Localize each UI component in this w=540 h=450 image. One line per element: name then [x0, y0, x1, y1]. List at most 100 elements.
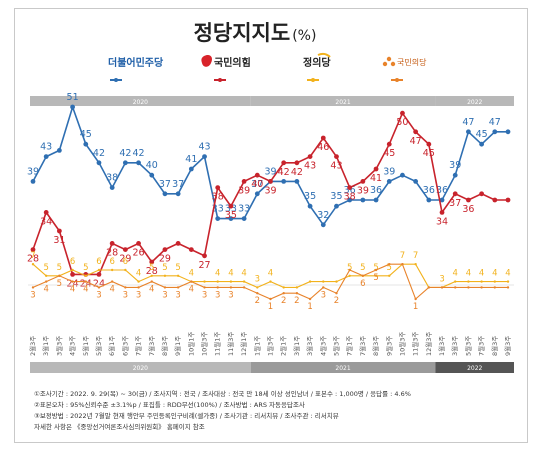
series-3-point-5 [97, 286, 101, 289]
series-3-data-label-7: 3 [123, 290, 128, 300]
series-1-point-14 [215, 185, 221, 191]
series-1-point-30 [426, 141, 432, 147]
x-tick-label-30: 12월3주 [424, 332, 433, 356]
series-1-point-17 [254, 172, 260, 178]
series-3-data-label-18: 1 [268, 302, 273, 312]
x-tick-label-6: 6월1주 [107, 336, 116, 356]
series-2-data-label-32: 4 [453, 269, 458, 279]
series-3-data-label-22: 3 [321, 290, 326, 300]
series-2-data-label-12: 4 [189, 269, 194, 279]
series-3-point-8 [137, 286, 140, 289]
series-3-point-2 [58, 274, 61, 277]
x-tick-label-12: 10월1주 [186, 332, 195, 356]
series-3-point-13 [203, 286, 206, 289]
series-0-data-label-1: 43 [40, 142, 52, 153]
series-2-data-label-35: 4 [492, 269, 497, 279]
series-3-data-label-6: 4 [109, 285, 114, 295]
series-0-point-19 [281, 179, 287, 184]
series-1-data-label-20: 42 [291, 167, 303, 178]
year-bottom-label-2021: 2021 [335, 365, 350, 372]
series-0-data-label-17: 37 [251, 179, 263, 190]
series-1-point-15 [228, 203, 234, 209]
series-0-point-9 [149, 172, 155, 178]
series-0-point-33 [466, 129, 471, 135]
series-2-point-6 [110, 268, 114, 272]
series-0-point-3 [70, 104, 75, 110]
series-0-data-label-15: 33 [225, 204, 237, 215]
series-3-data-label-0: 3 [30, 290, 35, 300]
series-1-data-label-8: 26 [133, 247, 145, 258]
series-1-point-8 [136, 241, 141, 246]
series-0-point-27 [386, 179, 392, 184]
series-3-point-15 [229, 286, 233, 289]
series-3-point-30 [427, 286, 431, 289]
series-0-data-label-13: 43 [198, 142, 210, 153]
x-tick-label-26: 8월3주 [371, 336, 380, 356]
series-2-point-3 [71, 268, 74, 272]
series-3-point-23 [335, 292, 338, 295]
series-2-data-label-24: 5 [347, 263, 352, 273]
x-tick-label-28: 10월3주 [397, 332, 406, 356]
series-2-data-label-1: 5 [43, 263, 48, 273]
series-1-point-6 [109, 241, 115, 246]
series-3-point-24 [348, 268, 351, 272]
series-0-point-28 [400, 172, 405, 178]
year-bar-bottom-2020 [30, 362, 251, 373]
series-1-data-label-7: 29 [119, 254, 131, 265]
series-3-data-label-14: 3 [215, 290, 220, 300]
series-0-data-label-5: 42 [93, 148, 105, 159]
series-3-point-35 [493, 286, 497, 289]
x-tick-label-36: 9월3주 [503, 336, 512, 356]
series-3-point-9 [150, 280, 153, 283]
series-3-data-label-2: 5 [57, 279, 62, 289]
legend: 더불어민주당 국민의힘 정의당 국민의당 [108, 52, 427, 69]
series-1-point-18 [268, 179, 273, 184]
x-tick-label-9: 7월3주 [147, 336, 156, 356]
series-0-point-32 [452, 172, 458, 178]
x-tick-label-21: 3월3주 [305, 336, 314, 356]
series-1-point-3 [70, 272, 75, 277]
series-0-point-5 [96, 160, 102, 166]
series-0-data-label-7: 42 [119, 148, 131, 159]
series-2-data-label-7: 6 [123, 257, 128, 267]
series-3-data-label-8: 3 [136, 290, 141, 300]
series-3-data-label-21: 1 [307, 302, 312, 312]
series-2-data-label-10: 5 [162, 263, 167, 273]
series-2-point-19 [282, 286, 285, 289]
series-2-point-8 [137, 280, 140, 283]
series-0-point-0 [30, 179, 36, 184]
series-1-data-label-22: 46 [317, 142, 329, 153]
series-1-data-label-2: 31 [53, 235, 65, 246]
series-1-point-19 [281, 160, 287, 166]
series-1-point-33 [466, 197, 471, 203]
series-1-data-label-21: 43 [304, 161, 316, 172]
legend-ppp-label: 국민의힘 [214, 56, 251, 69]
series-2-data-label-9: 5 [149, 263, 154, 273]
series-2-data-label-17: 3 [255, 274, 260, 284]
series-1-point-20 [294, 160, 300, 166]
series-1-data-label-14: 38 [212, 192, 224, 203]
series-2-data-label-29: 7 [413, 251, 418, 261]
series-3-data-label-19: 2 [281, 296, 286, 306]
series-3-data-label-5: 3 [96, 290, 101, 300]
x-tick-label-19: 2월1주 [279, 336, 288, 356]
series-2-data-label-31: 3 [439, 274, 444, 284]
series-1-data-label-33: 36 [462, 204, 474, 215]
year-bottom-label-2020: 2020 [133, 365, 148, 372]
series-2-point-32 [454, 280, 457, 283]
series-0-point-34 [479, 141, 485, 147]
series-0-data-label-33: 47 [462, 117, 474, 128]
series-0-data-label-18: 39 [264, 166, 276, 177]
series-0-point-35 [492, 129, 498, 135]
series-2-point-20 [295, 286, 299, 289]
series-0-data-label-30: 36 [423, 185, 435, 196]
series-2-point-35 [493, 280, 497, 283]
peoples-party-logo-icon [382, 56, 396, 67]
series-2-point-11 [176, 274, 180, 277]
series-3-point-33 [467, 286, 470, 289]
series-2-point-26 [374, 274, 378, 277]
series-1-point-23 [334, 154, 339, 160]
series-1-point-5 [96, 272, 102, 277]
legend-item-justice: 정의당 [303, 52, 331, 69]
series-0-data-label-16: 33 [238, 204, 250, 215]
